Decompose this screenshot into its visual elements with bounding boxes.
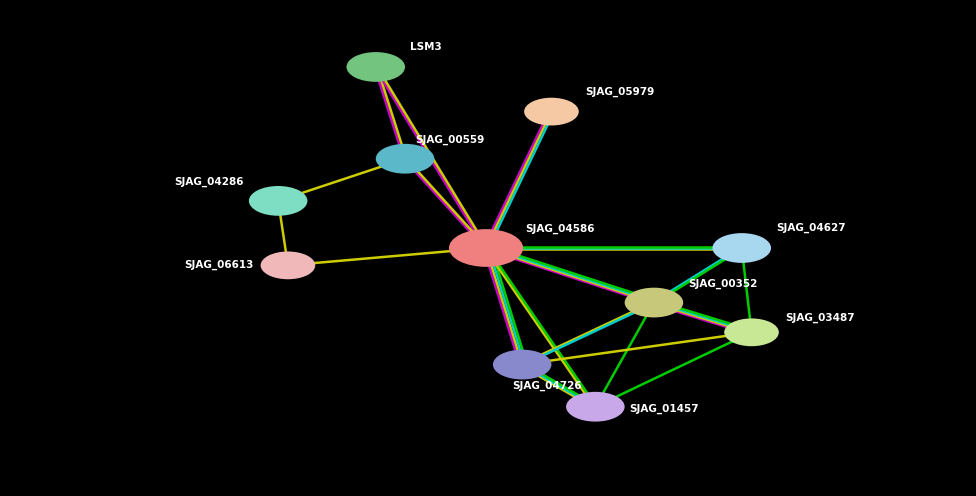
Circle shape: [724, 318, 779, 346]
Circle shape: [566, 392, 625, 422]
Text: SJAG_04726: SJAG_04726: [512, 380, 582, 390]
Circle shape: [376, 144, 434, 174]
Circle shape: [449, 229, 523, 267]
Text: SJAG_04586: SJAG_04586: [525, 224, 594, 234]
Text: SJAG_00352: SJAG_00352: [688, 279, 757, 289]
Circle shape: [524, 98, 579, 125]
Text: SJAG_00559: SJAG_00559: [415, 135, 484, 145]
Text: SJAG_01457: SJAG_01457: [630, 404, 699, 414]
Circle shape: [249, 186, 307, 216]
Circle shape: [261, 251, 315, 279]
Text: SJAG_04627: SJAG_04627: [776, 223, 845, 233]
Circle shape: [712, 233, 771, 263]
Circle shape: [625, 288, 683, 317]
Text: SJAG_03487: SJAG_03487: [786, 312, 855, 322]
Text: SJAG_04286: SJAG_04286: [175, 177, 244, 187]
Text: SJAG_06613: SJAG_06613: [184, 260, 254, 270]
Circle shape: [346, 52, 405, 82]
Text: LSM3: LSM3: [410, 42, 442, 52]
Text: SJAG_05979: SJAG_05979: [586, 87, 655, 97]
Circle shape: [493, 350, 551, 379]
